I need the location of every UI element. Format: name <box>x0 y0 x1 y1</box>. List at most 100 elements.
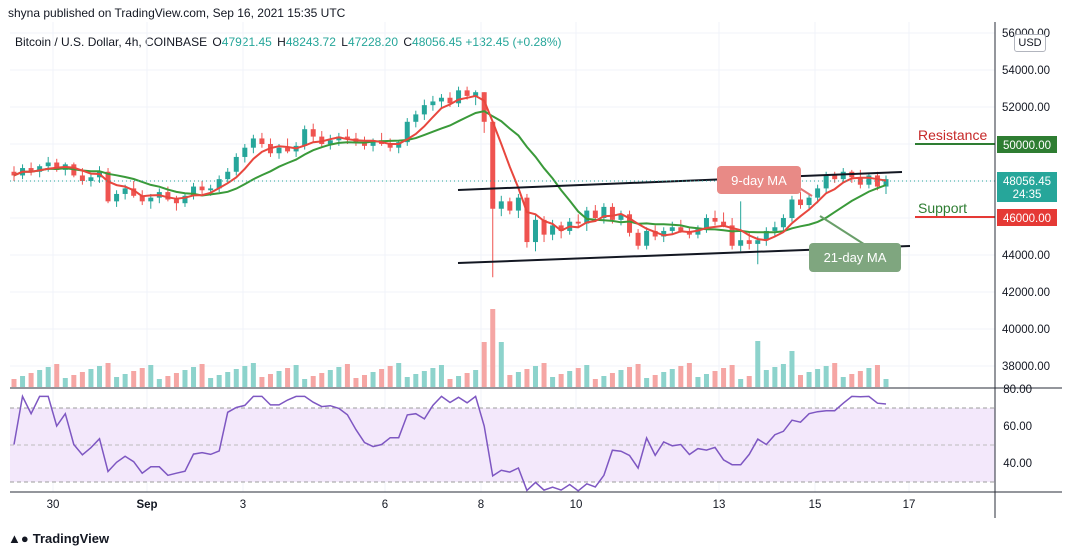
candle-body <box>883 179 889 187</box>
candle-body <box>302 129 308 146</box>
volume-bar <box>319 373 325 387</box>
candle-body <box>473 92 479 96</box>
ma21-annotation-text: 21-day MA <box>824 250 887 265</box>
time-tick-label: 15 <box>809 499 822 511</box>
candle-body <box>780 218 786 228</box>
volume-bar <box>276 371 282 387</box>
candle-body <box>319 136 325 144</box>
volume-bar <box>550 377 556 387</box>
candle-body <box>464 90 470 96</box>
candle-body <box>11 171 17 176</box>
volume-bar <box>456 376 462 387</box>
volume-bar <box>849 374 855 387</box>
candle-body <box>233 156 239 172</box>
candle-body <box>276 147 282 154</box>
candle-body <box>370 140 376 146</box>
volume-bar <box>524 369 530 387</box>
time-tick-label: 8 <box>478 499 484 511</box>
volume-bar <box>11 379 17 387</box>
volume-bar <box>353 378 359 387</box>
candle-body <box>387 144 393 148</box>
volume-bar <box>618 370 624 387</box>
candle-body <box>806 197 812 206</box>
volume-bar <box>857 371 863 387</box>
volume-bar <box>601 376 607 387</box>
candle-body <box>438 97 444 102</box>
volume-bar <box>379 369 385 387</box>
volume-bar <box>421 371 427 387</box>
candle-body <box>336 136 342 141</box>
volume-bar <box>789 351 795 387</box>
price-tick-label: 52000.00 <box>1002 102 1050 114</box>
candle-body <box>721 221 727 226</box>
candle-body <box>447 97 453 104</box>
volume-bar <box>396 363 402 387</box>
open-value: 47921.45 <box>221 35 272 49</box>
time-tick-label: 3 <box>240 499 246 511</box>
resistance-price-text: 50000.00 <box>1003 140 1051 152</box>
volume-bar <box>293 365 299 387</box>
candle-body <box>199 186 205 191</box>
volume-bar <box>156 379 162 387</box>
price-tick-label: 44000.00 <box>1002 250 1050 262</box>
volume-bar <box>122 374 128 387</box>
rsi-line <box>13 394 887 492</box>
price-tick-label: 38000.00 <box>1002 361 1050 373</box>
tradingview-logo-icon: ▲● <box>8 531 29 546</box>
candle-body <box>122 188 128 194</box>
candle-body <box>37 166 43 172</box>
volume-bar <box>575 368 581 387</box>
candle-body <box>250 138 256 148</box>
candle-body <box>746 240 752 244</box>
volume-bar <box>327 370 333 387</box>
candle-body <box>404 121 410 143</box>
candle-body <box>592 210 598 218</box>
candle-body <box>695 229 701 235</box>
currency-button[interactable]: USD <box>1014 34 1046 52</box>
candle-body <box>678 227 684 231</box>
close-label: C <box>403 35 413 49</box>
volume-bar <box>28 373 34 387</box>
volume-bar <box>738 379 744 387</box>
candle-body <box>430 101 436 106</box>
volume-bar <box>54 364 60 387</box>
symbol-name[interactable]: Bitcoin / U.S. Dollar, 4h, COINBASE <box>15 35 208 49</box>
volume-bar <box>208 378 214 387</box>
time-tick-label: Sep <box>136 499 157 511</box>
candle-body <box>601 206 607 218</box>
symbol-legend: Bitcoin / U.S. Dollar, 4h, COINBASE O479… <box>15 35 562 49</box>
volume-bar <box>438 365 444 387</box>
rsi-tick-label: 60.00 <box>1003 421 1032 433</box>
volume-bar <box>515 372 521 387</box>
volume-bar <box>874 365 880 387</box>
volume-bar <box>703 374 709 387</box>
candle-body <box>131 188 137 196</box>
candle-body <box>456 90 462 104</box>
candle-body <box>729 225 735 246</box>
candle-body <box>627 214 633 233</box>
volume-bar <box>96 366 102 387</box>
volume-bar <box>71 375 77 387</box>
candle-body <box>515 197 521 211</box>
volume-bar <box>883 379 889 387</box>
change-value: +132.45 (+0.28%) <box>465 35 562 49</box>
candle-body <box>45 162 51 167</box>
candle-body <box>840 171 846 180</box>
volume-bar <box>79 372 85 387</box>
volume-bar <box>729 365 735 387</box>
volume-bar <box>285 368 291 387</box>
volume-bar <box>755 341 761 387</box>
volume-bar <box>481 342 487 387</box>
volume-bar <box>165 376 171 387</box>
volume-bar <box>686 363 692 387</box>
volume-bar <box>746 376 752 387</box>
candle-body <box>575 221 581 224</box>
candle-body <box>815 188 821 198</box>
time-axis[interactable]: 30 Sep 3 6 8 10 13 15 17 <box>47 499 916 511</box>
volume-bar <box>823 366 829 387</box>
candle-body <box>832 175 838 180</box>
volume-bar <box>678 366 684 387</box>
resistance-label: Resistance <box>918 127 987 143</box>
candle-body <box>823 175 829 189</box>
